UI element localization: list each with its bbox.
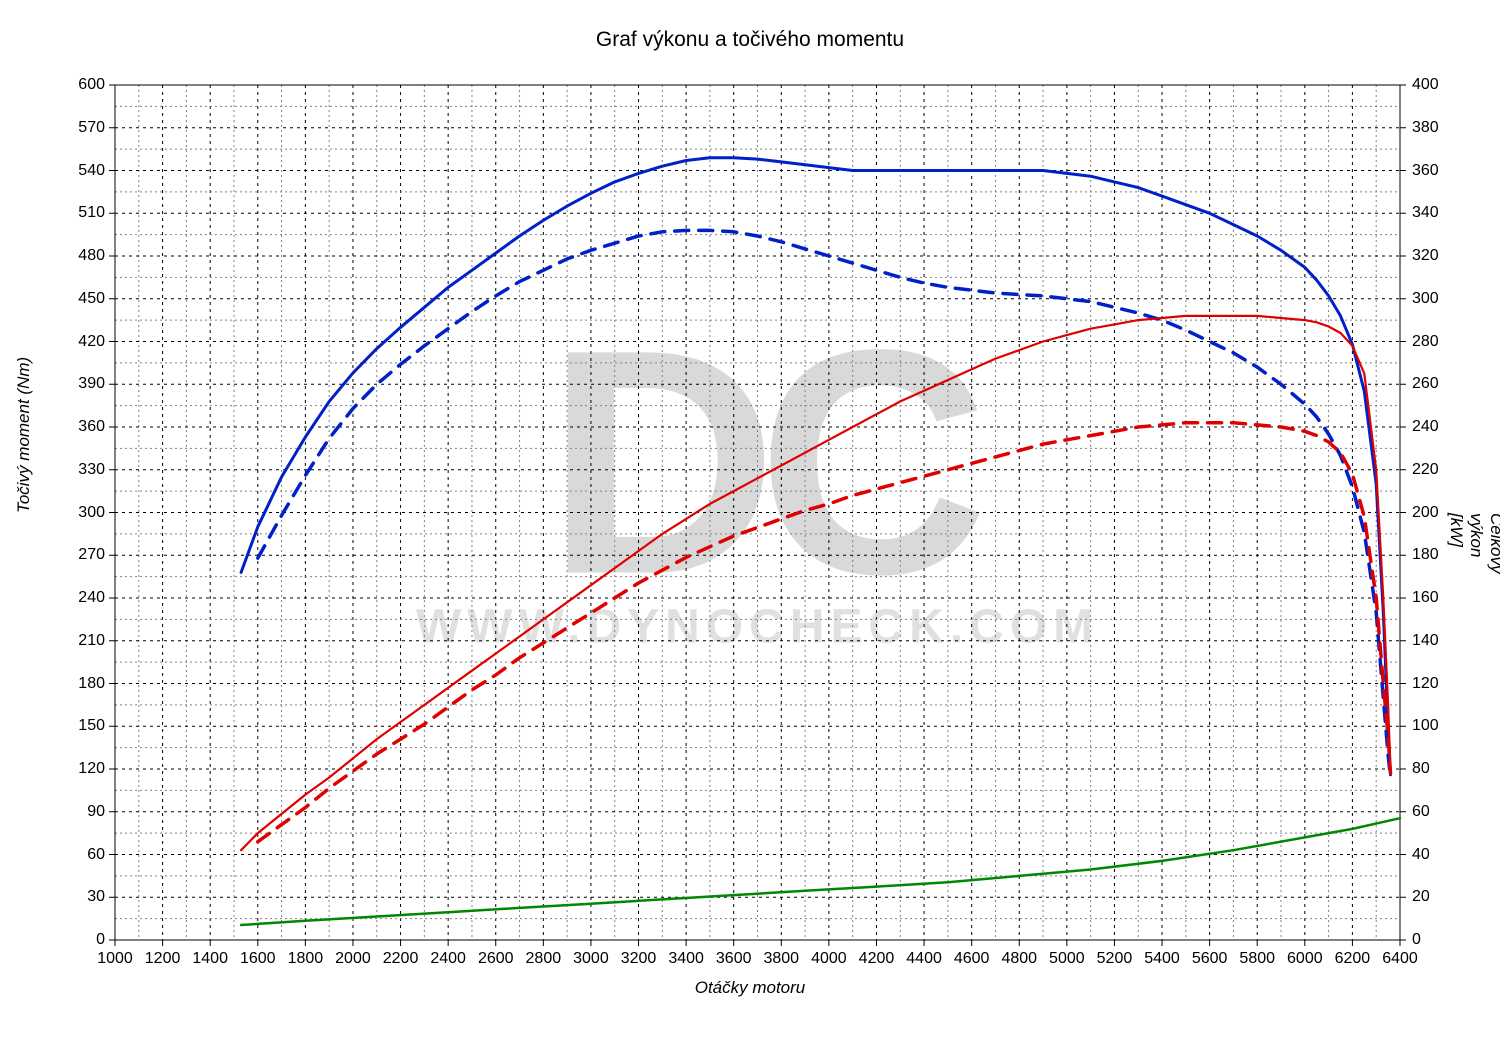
x-axis-label: Otáčky motoru [0,978,1500,998]
y-left-tick-label: 60 [65,846,105,864]
x-tick-label: 2800 [526,950,562,968]
y-right-tick-label: 400 [1412,76,1439,94]
y-right-tick-label: 100 [1412,717,1439,735]
svg-text:DC: DC [546,283,982,641]
y-right-tick-label: 260 [1412,375,1439,393]
x-tick-label: 3000 [573,950,609,968]
y-left-tick-label: 210 [65,632,105,650]
x-tick-label: 1200 [145,950,181,968]
x-tick-label: 3200 [621,950,657,968]
y-right-tick-label: 320 [1412,247,1439,265]
y-right-axis-label: Celkový výkon [kW] [1446,513,1500,573]
y-right-tick-label: 380 [1412,119,1439,137]
y-right-tick-label: 140 [1412,632,1439,650]
x-tick-label: 2400 [430,950,466,968]
y-right-tick-label: 300 [1412,290,1439,308]
y-left-tick-label: 330 [65,461,105,479]
y-left-tick-label: 540 [65,162,105,180]
x-tick-label: 1800 [288,950,324,968]
dyno-chart: Graf výkonu a točivého momentu DCWWW.DYN… [0,0,1500,1041]
x-tick-label: 1000 [97,950,133,968]
x-tick-label: 4800 [1001,950,1037,968]
y-right-tick-label: 20 [1412,888,1430,906]
y-left-tick-label: 0 [65,931,105,949]
x-tick-label: 5800 [1239,950,1275,968]
x-tick-label: 4600 [954,950,990,968]
x-tick-label: 3400 [668,950,704,968]
y-right-tick-label: 80 [1412,760,1430,778]
y-right-tick-label: 240 [1412,418,1439,436]
x-tick-label: 2200 [383,950,419,968]
y-right-tick-label: 120 [1412,675,1439,693]
x-tick-label: 6000 [1287,950,1323,968]
y-right-tick-label: 60 [1412,803,1430,821]
x-tick-label: 6200 [1335,950,1371,968]
y-right-tick-label: 0 [1412,931,1421,949]
x-tick-label: 5000 [1049,950,1085,968]
y-right-tick-label: 200 [1412,504,1439,522]
y-right-tick-label: 40 [1412,846,1430,864]
y-left-tick-label: 360 [65,418,105,436]
x-tick-label: 4000 [811,950,847,968]
y-right-tick-label: 160 [1412,589,1439,607]
x-tick-label: 3800 [763,950,799,968]
y-left-tick-label: 150 [65,717,105,735]
y-left-axis-label: Točivý moment (Nm) [14,356,34,512]
y-left-tick-label: 120 [65,760,105,778]
y-left-tick-label: 270 [65,546,105,564]
y-right-tick-label: 340 [1412,204,1439,222]
y-left-tick-label: 90 [65,803,105,821]
y-left-tick-label: 510 [65,204,105,222]
y-left-tick-label: 480 [65,247,105,265]
x-tick-label: 2000 [335,950,371,968]
y-right-tick-label: 180 [1412,546,1439,564]
y-right-tick-label: 280 [1412,333,1439,351]
y-right-tick-label: 360 [1412,162,1439,180]
y-left-tick-label: 30 [65,888,105,906]
chart-svg: DCWWW.DYNOCHECK.COM [0,0,1500,1041]
y-left-tick-label: 450 [65,290,105,308]
y-left-tick-label: 240 [65,589,105,607]
x-tick-label: 5400 [1144,950,1180,968]
x-tick-label: 4400 [906,950,942,968]
y-left-tick-label: 420 [65,333,105,351]
y-left-tick-label: 600 [65,76,105,94]
x-tick-label: 1400 [192,950,228,968]
y-left-tick-label: 300 [65,504,105,522]
x-tick-label: 6400 [1382,950,1418,968]
x-tick-label: 2600 [478,950,514,968]
y-left-tick-label: 570 [65,119,105,137]
x-tick-label: 5200 [1097,950,1133,968]
x-tick-label: 1600 [240,950,276,968]
y-left-tick-label: 180 [65,675,105,693]
x-tick-label: 3600 [716,950,752,968]
x-tick-label: 4200 [859,950,895,968]
x-tick-label: 5600 [1192,950,1228,968]
y-left-tick-label: 390 [65,375,105,393]
y-right-tick-label: 220 [1412,461,1439,479]
